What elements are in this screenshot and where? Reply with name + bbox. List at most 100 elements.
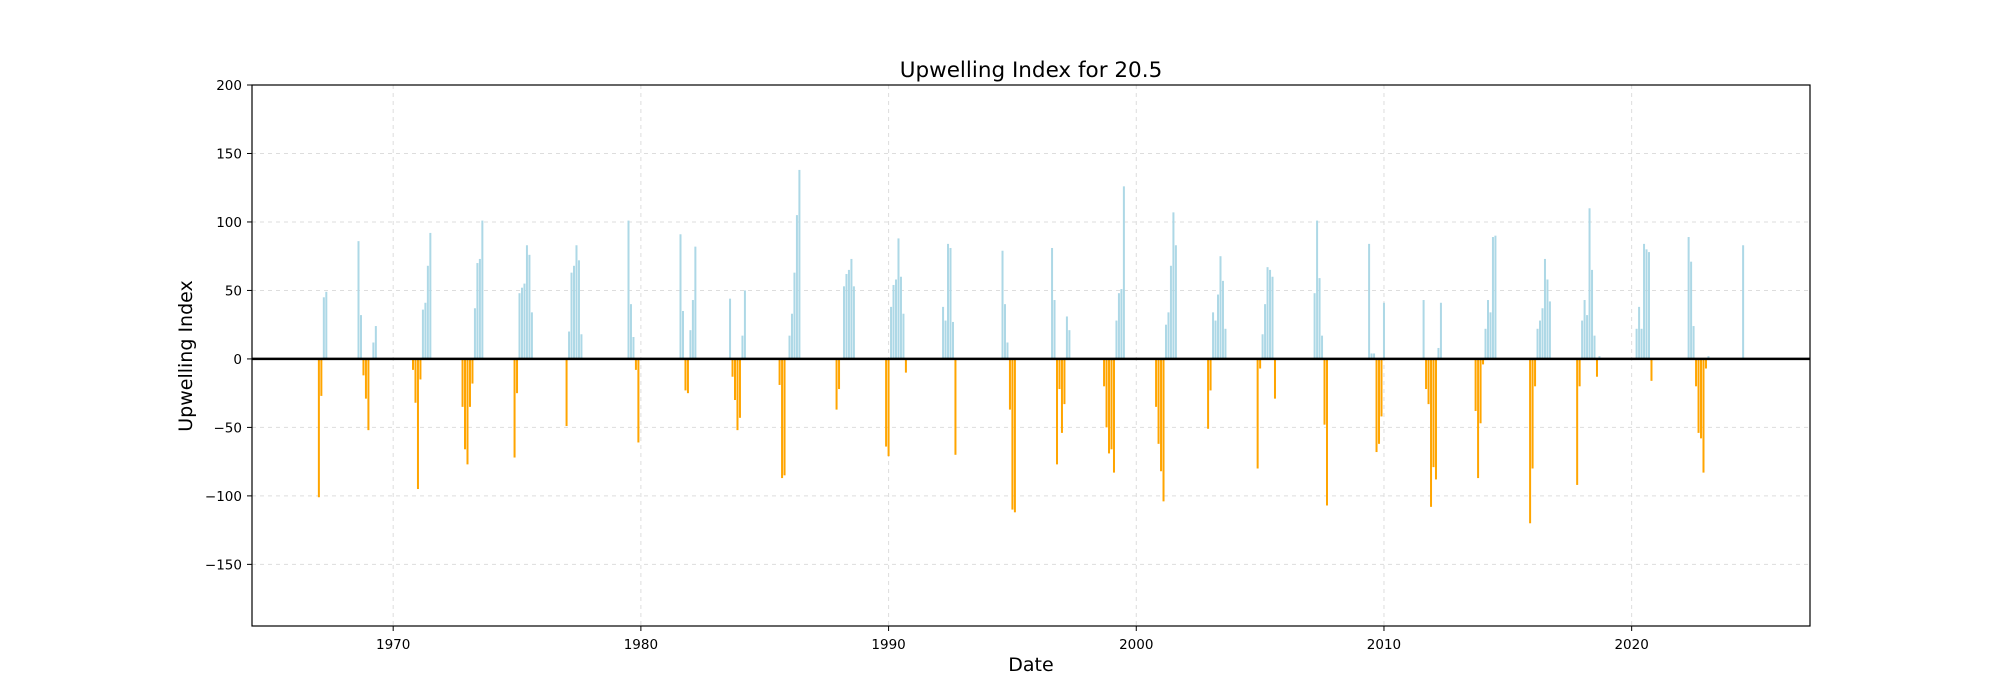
bar [1259, 358, 1262, 369]
bar [1120, 289, 1123, 359]
bar [788, 335, 791, 359]
bar [897, 238, 900, 359]
bar [1323, 358, 1326, 425]
bar [518, 293, 521, 359]
bar [1209, 358, 1212, 391]
bar [1432, 358, 1435, 468]
bar [944, 320, 947, 359]
bar [1375, 358, 1378, 453]
bar [412, 358, 414, 370]
bar [947, 243, 950, 359]
bar [1702, 358, 1705, 473]
bar [528, 254, 531, 359]
bar [1687, 237, 1690, 359]
bar [686, 358, 689, 394]
bar [530, 312, 533, 359]
bar [942, 306, 945, 359]
bar [1207, 358, 1210, 429]
bar [367, 358, 370, 431]
bar [1477, 358, 1480, 479]
bar [1487, 300, 1489, 359]
bar [681, 310, 684, 359]
bar [1378, 358, 1381, 444]
bar [1588, 208, 1591, 359]
bar [790, 313, 793, 359]
bar [466, 358, 469, 465]
bar [476, 263, 479, 359]
bar [951, 321, 954, 359]
bar [892, 284, 895, 359]
bar [1491, 237, 1494, 359]
bar [1266, 267, 1269, 359]
bar [1221, 280, 1224, 359]
bar [734, 358, 736, 401]
bar [887, 358, 890, 457]
bar [317, 358, 320, 498]
bar [520, 287, 523, 359]
y-tick-label: 0 [233, 352, 242, 368]
y-tick-label: −100 [205, 489, 242, 505]
bar [634, 358, 637, 370]
bar [1539, 320, 1542, 359]
y-tick-label: 150 [216, 146, 242, 162]
bar [1060, 358, 1063, 433]
bar [1321, 335, 1324, 359]
bar [738, 358, 741, 418]
bar [429, 232, 432, 359]
bar [1112, 358, 1115, 473]
bar [1006, 342, 1009, 359]
bar [1370, 353, 1373, 359]
bar [1548, 301, 1551, 359]
bar [1543, 258, 1546, 359]
y-tick-label: 100 [216, 215, 242, 231]
y-tick-label: 200 [216, 78, 242, 94]
bar [1001, 250, 1004, 359]
bar [1591, 269, 1594, 359]
bar [322, 297, 325, 359]
bar [1595, 358, 1598, 377]
x-axis-label: Date [1008, 654, 1053, 676]
bar [1155, 358, 1158, 407]
bar [478, 258, 481, 359]
bar [1316, 220, 1319, 359]
bar [424, 302, 427, 359]
x-tick-label: 2000 [1119, 637, 1153, 653]
bar [1482, 358, 1485, 365]
x-tick-label: 1990 [871, 637, 905, 653]
bar [1271, 276, 1274, 359]
chart-title: Upwelling Index for 20.5 [900, 58, 1163, 83]
bar [1368, 243, 1371, 359]
bar [1373, 353, 1376, 359]
bar [1174, 245, 1177, 359]
bar [798, 169, 801, 359]
bar [1434, 358, 1437, 480]
bar [419, 358, 422, 380]
bar [1638, 306, 1641, 359]
x-tick-label: 1980 [624, 637, 658, 653]
bar [1326, 358, 1328, 506]
bar [1008, 358, 1011, 410]
bar [320, 358, 323, 396]
bar [731, 358, 734, 377]
bar [364, 358, 367, 399]
bar [781, 358, 784, 479]
bar [741, 335, 744, 359]
bar [1318, 278, 1321, 359]
bar [1707, 356, 1710, 359]
bar [374, 326, 377, 359]
x-axis-ticks: 1970 1980 1990 2000 2010 2020 [376, 626, 1649, 653]
bar [1484, 328, 1487, 359]
bar [691, 300, 694, 359]
bar [525, 245, 528, 359]
bar [1534, 358, 1537, 387]
bar [421, 309, 424, 359]
bar [1546, 279, 1549, 359]
bar [1105, 358, 1108, 428]
y-tick-label: −150 [205, 557, 242, 573]
bar [473, 308, 476, 359]
bar [575, 245, 578, 359]
bar [902, 313, 905, 359]
bar [1425, 358, 1428, 390]
bar [899, 276, 902, 359]
bar [1586, 315, 1589, 359]
